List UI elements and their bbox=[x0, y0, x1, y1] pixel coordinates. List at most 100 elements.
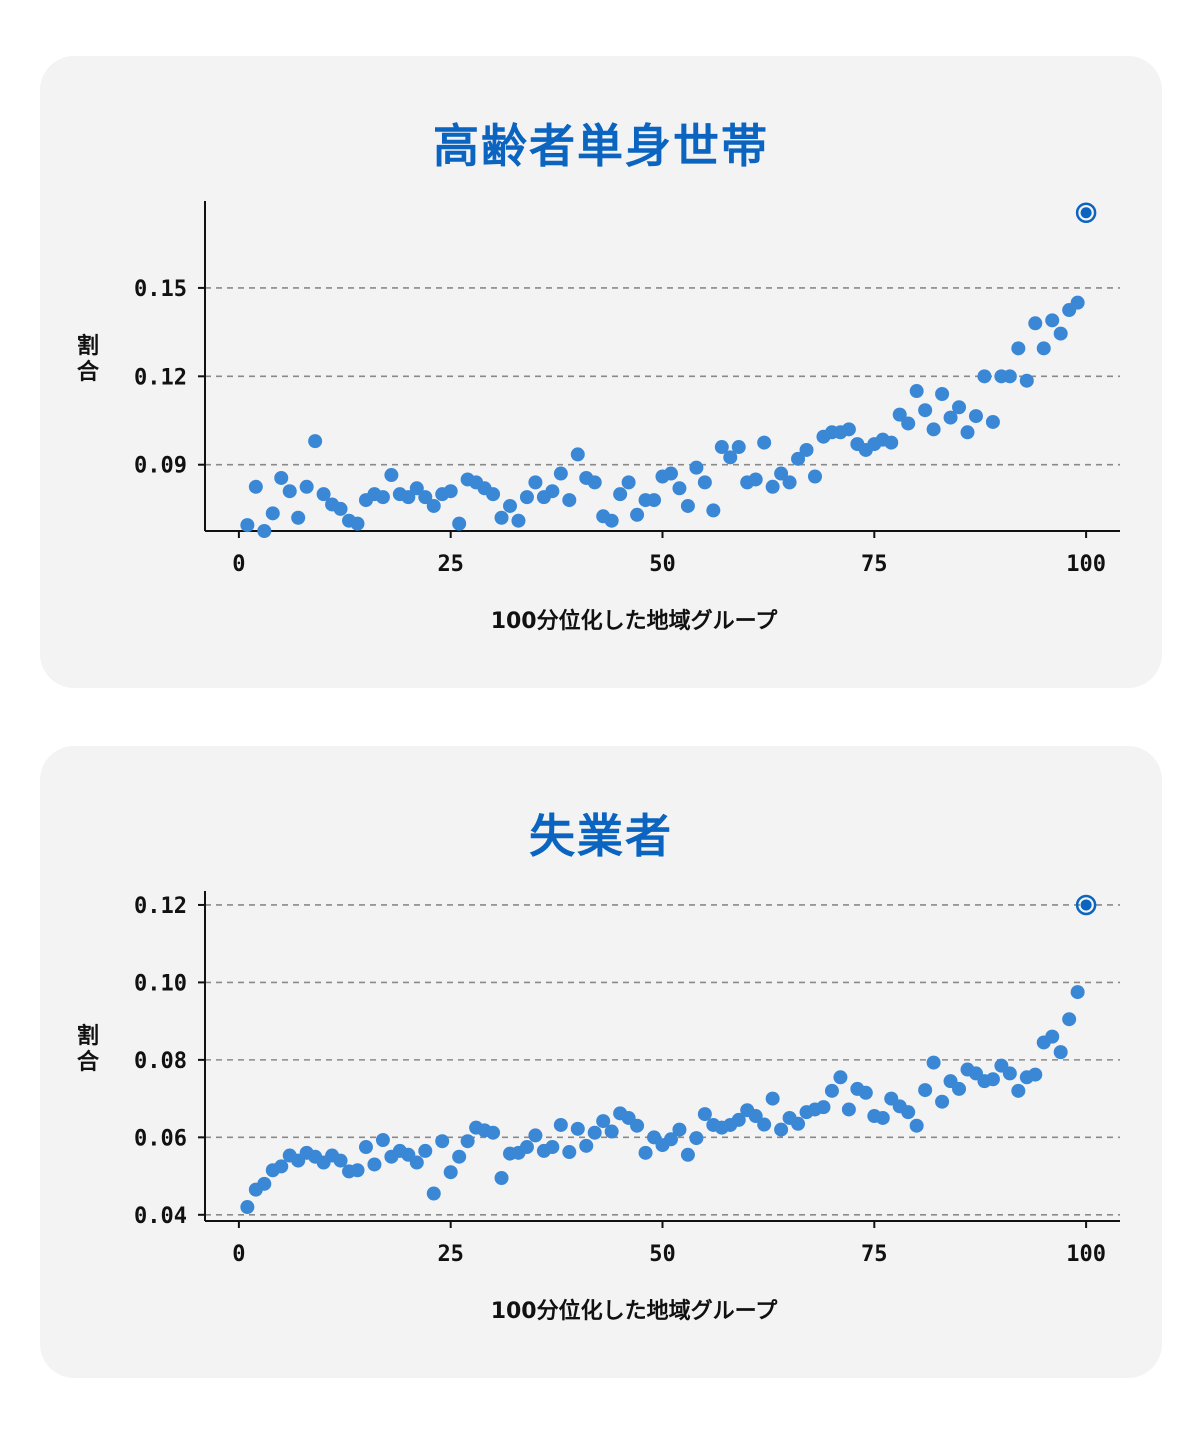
x-tick-label: 0 bbox=[232, 1242, 245, 1267]
data-point bbox=[1053, 1045, 1068, 1060]
data-point bbox=[240, 1200, 255, 1215]
data-point bbox=[901, 1105, 916, 1120]
data-point bbox=[596, 1114, 611, 1129]
data-point bbox=[291, 510, 306, 525]
data-point bbox=[545, 484, 560, 499]
data-point bbox=[570, 1121, 585, 1136]
data-point bbox=[884, 435, 899, 450]
data-point bbox=[384, 468, 399, 483]
data-point bbox=[1002, 369, 1017, 384]
data-point bbox=[638, 1145, 653, 1160]
data-point bbox=[757, 1117, 772, 1132]
data-point bbox=[350, 1163, 365, 1178]
data-point bbox=[1011, 1083, 1026, 1098]
data-point bbox=[909, 384, 924, 399]
y-tick-label: 0.12 bbox=[134, 894, 187, 919]
data-point bbox=[935, 386, 950, 401]
data-point bbox=[960, 425, 975, 440]
highlight-point bbox=[1075, 894, 1097, 916]
data-point bbox=[841, 422, 856, 437]
data-point bbox=[587, 1125, 602, 1140]
data-point bbox=[985, 1072, 1000, 1087]
data-point bbox=[935, 1094, 950, 1109]
data-point bbox=[409, 481, 424, 496]
data-point bbox=[248, 479, 263, 494]
y-tick-label: 0.12 bbox=[134, 365, 187, 390]
chart-title: 高齢者単身世帯 bbox=[433, 119, 769, 173]
x-tick-label: 50 bbox=[649, 1242, 676, 1267]
data-point bbox=[697, 475, 712, 490]
x-tick-label: 25 bbox=[437, 1242, 464, 1267]
highlight-ring bbox=[1075, 894, 1097, 916]
data-point bbox=[1019, 373, 1034, 388]
data-point bbox=[748, 1109, 763, 1124]
data-point bbox=[833, 1070, 848, 1085]
data-point bbox=[333, 501, 348, 516]
data-point bbox=[519, 490, 534, 505]
data-point bbox=[486, 1125, 501, 1140]
y-tick-label: 0.15 bbox=[134, 277, 187, 302]
data-point bbox=[909, 1118, 924, 1133]
data-point bbox=[774, 466, 789, 481]
data-point bbox=[697, 1107, 712, 1122]
data-point bbox=[282, 484, 297, 499]
data-point bbox=[808, 469, 822, 484]
data-point bbox=[985, 414, 1000, 429]
chart-panel-unemployed: 失業者 0.04 0.06 0.08 0.10 0.12 0 25 50 75 100 割合 100… bbox=[40, 746, 1162, 1378]
y-tick-label: 0.08 bbox=[134, 1049, 187, 1074]
data-point bbox=[257, 1176, 272, 1191]
data-point bbox=[952, 400, 967, 415]
data-point bbox=[663, 1132, 678, 1147]
data-point bbox=[765, 1091, 780, 1106]
y-tick-label: 0.10 bbox=[134, 971, 187, 996]
data-point bbox=[672, 1122, 687, 1137]
data-point bbox=[375, 1133, 390, 1148]
data-point bbox=[977, 369, 992, 384]
highlight-dot bbox=[1080, 899, 1092, 911]
data-point bbox=[926, 422, 941, 437]
data-point bbox=[401, 490, 416, 505]
data-point bbox=[723, 450, 738, 465]
data-point bbox=[774, 1122, 789, 1137]
data-point bbox=[918, 1083, 933, 1098]
highlight-point bbox=[1075, 202, 1097, 224]
data-point bbox=[587, 475, 602, 490]
y-tick-label: 0.06 bbox=[134, 1126, 187, 1151]
data-point bbox=[528, 475, 543, 490]
data-point bbox=[511, 513, 526, 528]
data-point bbox=[333, 1153, 348, 1168]
data-point bbox=[1070, 985, 1085, 1000]
data-point bbox=[816, 1100, 831, 1115]
data-point bbox=[519, 1140, 534, 1155]
x-tick-label: 0 bbox=[232, 552, 245, 577]
data-point bbox=[926, 1055, 941, 1070]
data-point bbox=[604, 513, 619, 528]
data-point bbox=[274, 1159, 289, 1174]
data-point bbox=[613, 487, 628, 502]
data-point bbox=[299, 479, 314, 494]
data-point bbox=[1070, 295, 1085, 310]
data-point bbox=[443, 1165, 458, 1180]
x-tick-label: 100 bbox=[1066, 552, 1106, 577]
data-point bbox=[1028, 316, 1043, 331]
data-point bbox=[647, 493, 662, 508]
data-point bbox=[621, 475, 636, 490]
highlight-ring bbox=[1075, 202, 1097, 224]
scatter-chart-elderly: 高齢者単身世帯 0.09 0.12 0.15 0 25 50 75 100 割合 100分位化し… bbox=[77, 119, 1120, 634]
data-point bbox=[409, 1155, 424, 1170]
data-point bbox=[443, 484, 458, 499]
data-point bbox=[452, 516, 467, 531]
data-point bbox=[553, 1117, 568, 1132]
data-point bbox=[452, 1149, 467, 1164]
highlight-dot bbox=[1080, 207, 1092, 219]
data-point bbox=[494, 1171, 509, 1186]
data-point bbox=[1028, 1067, 1043, 1082]
data-point bbox=[1053, 326, 1068, 341]
data-point bbox=[672, 481, 687, 496]
data-point bbox=[630, 1118, 645, 1133]
data-point bbox=[824, 1083, 839, 1098]
scatter-chart-unemployed: 失業者 0.04 0.06 0.08 0.10 0.12 0 25 50 75 100 割合 100… bbox=[77, 809, 1120, 1324]
data-point bbox=[892, 407, 907, 422]
data-point bbox=[367, 1157, 382, 1172]
data-point bbox=[460, 1134, 475, 1149]
